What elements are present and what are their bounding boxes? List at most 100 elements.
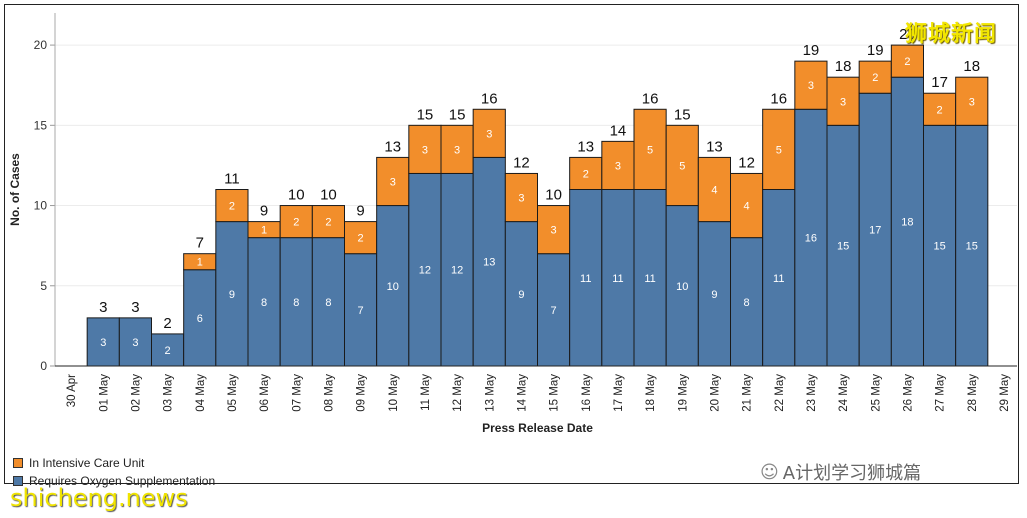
- x-tick-label: 05 May: [227, 374, 239, 412]
- legend-item-icu: In Intensive Care Unit: [13, 456, 144, 470]
- bar-total-label: 20: [899, 26, 916, 43]
- bar-label-icu: 3: [390, 176, 396, 188]
- x-tick-label: 19 May: [677, 374, 689, 412]
- bar-total-label: 11: [224, 171, 240, 188]
- wechat-icon: ☺: [760, 461, 779, 483]
- bar-total-label: 13: [706, 138, 723, 155]
- bar-label-oxygen: 8: [325, 297, 331, 309]
- bar-label-oxygen: 15: [837, 241, 849, 253]
- x-tick-label: 14 May: [516, 374, 528, 412]
- bar-total-label: 16: [642, 90, 659, 107]
- bar-total-label: 19: [803, 42, 820, 59]
- bar-label-oxygen: 11: [612, 273, 623, 285]
- bar-label-oxygen: 6: [197, 313, 203, 325]
- legend-item-oxygen: Requires Oxygen Supplementation: [13, 474, 215, 488]
- y-tick-label: 20: [34, 38, 48, 52]
- bar-label-oxygen: 17: [869, 225, 881, 237]
- bar-oxygen: [794, 108, 828, 367]
- bar-total-label: 7: [196, 235, 204, 252]
- bar-label-icu: 3: [551, 225, 557, 237]
- bar-total-label: 10: [545, 187, 562, 204]
- bar-icu: [344, 221, 378, 255]
- bar-label-oxygen: 16: [805, 233, 817, 245]
- bar-oxygen: [311, 237, 346, 367]
- bar-label-icu: 2: [293, 217, 299, 229]
- bar-label-oxygen: 3: [132, 337, 138, 349]
- y-tick-label: 5: [40, 279, 47, 293]
- legend-swatch-icu: [13, 458, 23, 468]
- bar-total-label: 15: [449, 106, 466, 123]
- bar-total-label: 9: [356, 203, 364, 220]
- x-tick-label: 07 May: [291, 374, 303, 412]
- legend-label-icu: In Intensive Care Unit: [29, 456, 145, 470]
- bar-icu: [923, 92, 957, 126]
- x-tick-label: 02 May: [130, 374, 142, 412]
- bar-icu: [697, 156, 731, 223]
- bar-label-icu: 3: [969, 96, 975, 108]
- watermark-wechat-label: A计划学习狮城篇: [782, 463, 922, 484]
- x-tick-label: 03 May: [163, 374, 175, 412]
- bar-label-oxygen: 11: [580, 273, 591, 285]
- watermark-wechat: ☺ A计划学习狮城篇: [760, 459, 921, 485]
- x-tick-label: 25 May: [870, 374, 882, 412]
- bar-oxygen: [665, 205, 699, 367]
- bar-label-icu: 5: [776, 144, 782, 156]
- bar-total-label: 3: [131, 299, 139, 316]
- bar-icu: [215, 189, 249, 223]
- bar-label-icu: 4: [711, 185, 717, 197]
- x-tick-label: 10 May: [388, 374, 400, 412]
- x-tick-label: 24 May: [838, 374, 850, 412]
- bar-total-label: 10: [288, 187, 305, 204]
- bar-label-icu: 3: [840, 96, 846, 108]
- bar-label-oxygen: 12: [451, 265, 463, 277]
- bar-label-oxygen: 7: [358, 305, 364, 317]
- bar-total-label: 13: [577, 138, 594, 155]
- bar-label-oxygen: 3: [100, 337, 106, 349]
- bar-label-oxygen: 11: [773, 273, 784, 285]
- bar-icu: [311, 205, 346, 239]
- bar-label-icu: 2: [583, 168, 589, 180]
- bar-label-oxygen: 8: [293, 297, 299, 309]
- bar-total-label: 2: [163, 315, 171, 332]
- bar-label-icu: 1: [261, 225, 267, 237]
- bar-label-icu: 5: [647, 144, 653, 156]
- bar-label-icu: 3: [615, 160, 621, 172]
- bar-label-icu: 4: [744, 201, 750, 213]
- bar-label-icu: 3: [422, 144, 428, 156]
- bar-total-label: 12: [513, 154, 530, 171]
- bar-total-label: 13: [384, 138, 401, 155]
- legend-label-oxygen: Requires Oxygen Supplementation: [29, 474, 216, 488]
- bar-icu: [955, 76, 989, 126]
- bar-oxygen: [923, 124, 957, 367]
- x-tick-label: 06 May: [259, 374, 271, 412]
- bar-label-oxygen: 8: [744, 297, 750, 309]
- chart-frame: 0 5 10 15 20 No. of Cases 30 Apr 3 3 01 May 3 3 02 M…: [4, 4, 1019, 488]
- bar-oxygen: [247, 237, 281, 367]
- x-tick-label: 21 May: [742, 374, 754, 412]
- bar-label-oxygen: 15: [966, 241, 978, 253]
- y-tick-label: 10: [34, 199, 48, 213]
- bar-oxygen: [118, 317, 153, 367]
- bar-icu: [504, 172, 539, 223]
- bar-label-oxygen: 8: [261, 297, 267, 309]
- bar-total-label: 14: [610, 122, 627, 139]
- bar-oxygen: [344, 253, 378, 367]
- x-tick-label: 04 May: [195, 374, 207, 412]
- x-tick-label: 30 Apr: [66, 374, 78, 407]
- bar-label-icu: 1: [197, 257, 203, 269]
- x-tick-label: 28 May: [967, 374, 979, 412]
- bar-total-label: 16: [770, 90, 787, 107]
- bar-icu: [440, 124, 474, 174]
- bar-oxygen: [376, 205, 410, 367]
- bar-total-label: 18: [963, 58, 980, 75]
- bar-icu: [794, 60, 828, 110]
- x-tick-label: 17 May: [613, 374, 625, 412]
- bar-label-oxygen: 12: [419, 265, 431, 277]
- bar-oxygen: [730, 237, 764, 367]
- bar-label-oxygen: 11: [644, 273, 655, 285]
- bar-oxygen: [183, 269, 217, 367]
- bar-label-oxygen: 9: [518, 289, 524, 301]
- y-tick-label: 15: [34, 118, 48, 132]
- y-axis-label: No. of Cases: [8, 153, 22, 226]
